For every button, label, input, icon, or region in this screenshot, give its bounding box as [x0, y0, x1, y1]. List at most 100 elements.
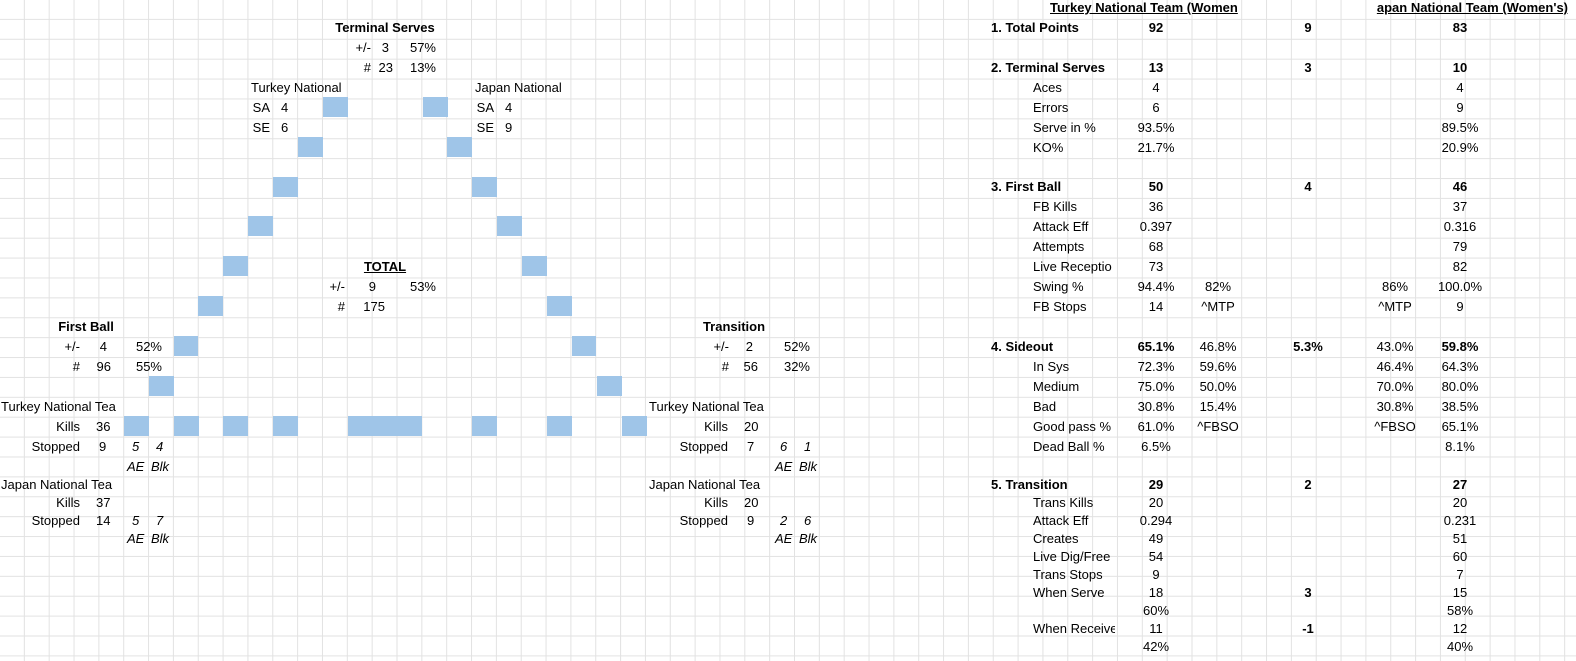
header-japan-team: apan National Team (Women's): [1376, 0, 1568, 15]
turkey-value: 13: [1148, 60, 1164, 75]
first-ball-team1-kills-label: Kills: [56, 419, 80, 434]
transition-team2: Japan National Tea: [649, 477, 761, 492]
transition-n-label: #: [721, 359, 729, 374]
first-ball-team1-kills: 36: [96, 419, 111, 434]
total-n-label: #: [337, 299, 345, 314]
japan-sub-value: 43.0%: [1376, 339, 1414, 354]
diagram-cell: [622, 416, 647, 436]
diagram-cell: [423, 97, 448, 117]
diagram-cell: [174, 416, 199, 436]
first-ball-blk-label-2: Blk: [151, 531, 170, 546]
stat-label: Attack Eff: [1033, 219, 1089, 234]
turkey-sub-value: ^FBSO: [1197, 419, 1239, 434]
diagram-cell: [248, 216, 273, 236]
turkey-sub-value: 82%: [1204, 279, 1232, 294]
turkey-value: 94.4%: [1137, 279, 1175, 294]
terminal-serves-title: Terminal Serves: [335, 20, 435, 35]
japan-sub-value: 30.8%: [1376, 399, 1414, 414]
turkey-value: 72.3%: [1137, 359, 1175, 374]
turkey-sub-value: 46.8%: [1199, 339, 1237, 354]
turkey-value: 92: [1148, 20, 1164, 35]
first-ball-n-value: 96: [96, 359, 111, 374]
transition-team2-kills: 20: [744, 495, 759, 510]
turkey-label: Turkey National: [251, 80, 342, 95]
japan-sub-value: ^MTP: [1378, 299, 1412, 314]
diagram-cell: [472, 177, 497, 197]
total-n-value: 175: [363, 299, 385, 314]
transition-title: Transition: [702, 319, 766, 334]
japan-value: 58%: [1446, 603, 1474, 618]
stat-label: When Serve: [1033, 585, 1105, 600]
stat-label: 4. Sideout: [991, 339, 1054, 354]
diagram-cell: [572, 336, 596, 356]
turkey-value: 73: [1148, 259, 1164, 274]
diagram-cell: [198, 296, 223, 316]
stat-label: Live Dig/Free: [1033, 549, 1111, 564]
japan-value: 9: [1456, 100, 1464, 115]
turkey-value: 6: [1152, 100, 1160, 115]
stat-label: When Receive: [1033, 621, 1115, 636]
first-ball-team2-blk: 7: [156, 513, 164, 528]
turkey-value: 4: [1152, 80, 1160, 95]
diagram-cell: [597, 376, 622, 396]
japan-value: 51: [1452, 531, 1468, 546]
turkey-value: 60%: [1142, 603, 1170, 618]
japan-sa-value: 4: [505, 100, 513, 115]
turkey-value: 49: [1148, 531, 1164, 546]
japan-label: Japan National: [475, 80, 562, 95]
transition-ae-label-2: AE: [775, 531, 793, 546]
transition-team2-stopped: 9: [747, 513, 755, 528]
diagram-cell: [223, 416, 248, 436]
diff-value: 4: [1304, 179, 1312, 194]
turkey-se-value: 6: [281, 120, 289, 135]
japan-value: 15: [1452, 585, 1468, 600]
first-ball-title: First Ball: [58, 319, 114, 334]
transition-team1-kills: 20: [744, 419, 759, 434]
japan-se-label: SE: [476, 120, 494, 135]
diff-value: 2: [1304, 477, 1312, 492]
stat-label: Attempts: [1033, 239, 1085, 254]
turkey-value: 93.5%: [1137, 120, 1175, 135]
first-ball-blk-label: Blk: [151, 459, 170, 474]
first-ball-ae-label: AE: [127, 459, 145, 474]
first-ball-team2-stopped: 14: [96, 513, 111, 528]
turkey-value: 42%: [1142, 639, 1170, 654]
transition-team2-blk: 6: [804, 513, 812, 528]
stat-label: Dead Ball %: [1033, 439, 1105, 454]
diff-value: 3: [1304, 60, 1312, 75]
transition-team1-ae: 6: [780, 439, 788, 454]
turkey-sa-label: SA: [252, 100, 270, 115]
first-ball-team2-kills-label: Kills: [56, 495, 80, 510]
turkey-value: 14: [1148, 299, 1164, 314]
stat-label: Attack Eff: [1033, 513, 1089, 528]
diff-value: 5.3%: [1293, 339, 1323, 354]
diagram-cell: [174, 336, 198, 356]
turkey-value: 54: [1148, 549, 1164, 564]
turkey-value: 36: [1148, 199, 1164, 214]
diagram-cell: [273, 416, 298, 436]
stat-label: In Sys: [1033, 359, 1070, 374]
diff-value: -1: [1302, 621, 1314, 636]
diagram-cell: [124, 416, 149, 436]
stat-label: KO%: [1033, 140, 1064, 155]
japan-value: 9: [1456, 299, 1464, 314]
stat-label: 3. First Ball: [991, 179, 1062, 194]
turkey-value: 6.5%: [1141, 439, 1171, 454]
japan-value: 20: [1452, 495, 1468, 510]
diagram-cell: [323, 97, 348, 117]
turkey-sa-value: 4: [281, 100, 289, 115]
diagram-cell: [348, 416, 422, 436]
transition-n-pct: 32%: [783, 359, 810, 374]
japan-sub-value: 70.0%: [1376, 379, 1414, 394]
japan-value: 12: [1452, 621, 1468, 636]
terminal-serves-pm-label: +/-: [355, 40, 371, 55]
transition-pm-label: +/-: [713, 339, 729, 354]
first-ball-team1-stopped: 9: [99, 439, 107, 454]
japan-se-value: 9: [505, 120, 513, 135]
stat-label: Swing %: [1033, 279, 1084, 294]
first-ball-pm-pct: 52%: [135, 339, 162, 354]
transition-n-value: 56: [743, 359, 758, 374]
japan-value: 8.1%: [1445, 439, 1475, 454]
turkey-value: 61.0%: [1137, 419, 1175, 434]
